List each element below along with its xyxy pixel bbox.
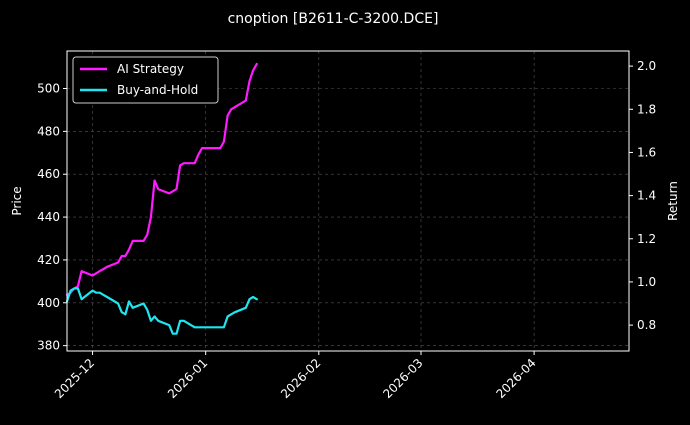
y-left-tick-label: 440 — [37, 210, 60, 224]
series-layer — [65, 62, 258, 335]
legend: AI Strategy Buy-and-Hold — [72, 56, 219, 104]
y-right-tick-label: 1.4 — [637, 189, 656, 203]
y-right-tick-label: 2.0 — [637, 59, 656, 73]
chart-title: cnoption [B2611-C-3200.DCE] — [228, 11, 439, 27]
y-left-tick-label: 420 — [37, 253, 60, 267]
y-right-tick-label: 1.8 — [637, 102, 656, 116]
legend-box — [72, 56, 219, 104]
legend-label-buy-and-hold: Buy-and-Hold — [117, 83, 198, 97]
series-line-buy-and-hold — [65, 287, 258, 335]
y-left-tick-label: 460 — [37, 167, 60, 181]
y-right-tick-label: 1.2 — [637, 232, 656, 246]
y-right-tick-label: 1.6 — [637, 145, 656, 159]
y-axis-left: 380 400 420 440 460 480 500 — [37, 82, 67, 353]
y-right-tick-label: 1.0 — [637, 275, 656, 289]
y-axis-right-label: Return — [666, 181, 680, 221]
y-left-tick-label: 500 — [37, 82, 60, 96]
y-axis-right: 0.8 1.0 1.2 1.4 1.6 1.8 2.0 — [629, 59, 656, 332]
series-line-ai-strategy — [65, 62, 258, 296]
y-axis-left-label: Price — [10, 186, 24, 215]
plot-frame — [66, 50, 630, 352]
y-right-tick-label: 0.8 — [637, 318, 656, 332]
y-left-tick-label: 400 — [37, 296, 60, 310]
y-left-tick-label: 380 — [37, 339, 60, 353]
legend-label-ai-strategy: AI Strategy — [117, 62, 184, 76]
y-left-tick-label: 480 — [37, 124, 60, 138]
